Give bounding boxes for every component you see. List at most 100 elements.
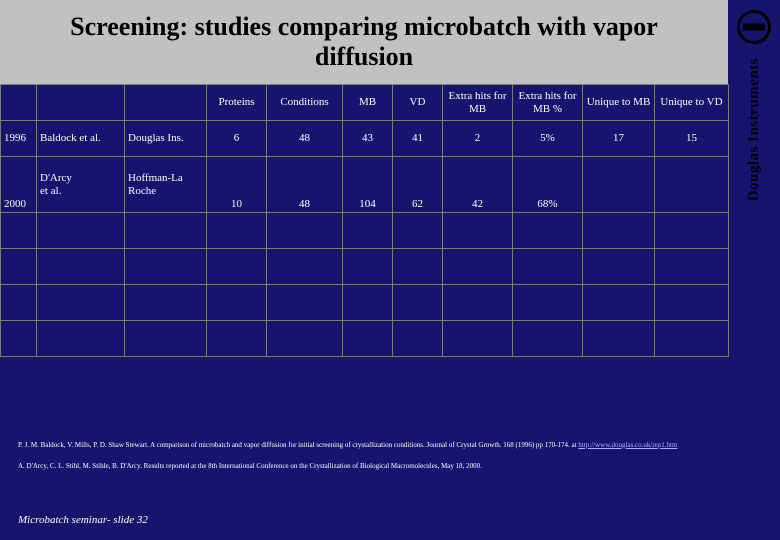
cell-year: 1996 — [1, 121, 37, 157]
reference-1-text: P. J. M. Baldock, V. Mills, P. D. Shaw S… — [18, 441, 578, 449]
table-row: 1996Baldock et al.Douglas Ins.648434125%… — [1, 121, 729, 157]
col-unique-mb: Unique to MB — [583, 85, 655, 121]
empty-cell — [1, 249, 37, 285]
slide-root: Screening: studies comparing microbatch … — [0, 0, 780, 540]
empty-cell — [125, 249, 207, 285]
col-authors-blank — [37, 85, 125, 121]
empty-cell — [37, 285, 125, 321]
table-row: 2000D'Arcyet al.Hoffman-LaRoche104810462… — [1, 157, 729, 213]
empty-cell — [393, 213, 443, 249]
cell-authors: Baldock et al. — [37, 121, 125, 157]
col-conditions: Conditions — [267, 85, 343, 121]
empty-cell — [207, 321, 267, 357]
slide-title: Screening: studies comparing microbatch … — [20, 12, 708, 72]
cell-mb: 104 — [343, 157, 393, 213]
empty-cell — [443, 213, 513, 249]
empty-cell — [443, 249, 513, 285]
cell-extra-mb-pct: 5% — [513, 121, 583, 157]
empty-cell — [37, 213, 125, 249]
empty-cell — [513, 213, 583, 249]
empty-cell — [513, 285, 583, 321]
cell-unique-mb: 17 — [583, 121, 655, 157]
empty-cell — [207, 249, 267, 285]
reference-2: A. D'Arcy, C. L. Stihl, M. Stihle, B. D'… — [18, 461, 718, 472]
empty-cell — [37, 249, 125, 285]
brand-logo-icon — [737, 10, 771, 44]
empty-cell — [655, 249, 729, 285]
empty-cell — [443, 321, 513, 357]
cell-unique-vd: 15 — [655, 121, 729, 157]
empty-cell — [125, 321, 207, 357]
col-mb: MB — [343, 85, 393, 121]
cell-authors: D'Arcyet al. — [37, 157, 125, 213]
empty-cell — [267, 249, 343, 285]
cell-year: 2000 — [1, 157, 37, 213]
cell-extra-mb-pct: 68% — [513, 157, 583, 213]
empty-cell — [125, 285, 207, 321]
table-row-empty — [1, 249, 729, 285]
col-extra-mb-pct: Extra hits for MB % — [513, 85, 583, 121]
table-row-empty — [1, 285, 729, 321]
comparison-table: Proteins Conditions MB VD Extra hits for… — [0, 84, 729, 357]
cell-inst: Hoffman-LaRoche — [125, 157, 207, 213]
col-proteins: Proteins — [207, 85, 267, 121]
empty-cell — [513, 321, 583, 357]
empty-cell — [655, 213, 729, 249]
empty-cell — [583, 321, 655, 357]
cell-vd: 62 — [393, 157, 443, 213]
empty-cell — [343, 285, 393, 321]
cell-unique-mb — [583, 157, 655, 213]
empty-cell — [343, 249, 393, 285]
empty-cell — [655, 285, 729, 321]
references-block: P. J. M. Baldock, V. Mills, P. D. Shaw S… — [18, 440, 718, 482]
cell-extra-mb: 42 — [443, 157, 513, 213]
empty-cell — [125, 213, 207, 249]
table-row-empty — [1, 213, 729, 249]
empty-cell — [443, 285, 513, 321]
empty-cell — [1, 213, 37, 249]
cell-extra-mb: 2 — [443, 121, 513, 157]
reference-1-link[interactable]: http://www.douglas.co.uk/rep1.htm — [578, 441, 677, 449]
header-row: Proteins Conditions MB VD Extra hits for… — [1, 85, 729, 121]
table-row-empty — [1, 321, 729, 357]
empty-cell — [207, 213, 267, 249]
empty-cell — [267, 285, 343, 321]
empty-cell — [655, 321, 729, 357]
empty-cell — [37, 321, 125, 357]
col-inst-blank — [125, 85, 207, 121]
empty-cell — [583, 285, 655, 321]
table-body: 1996Baldock et al.Douglas Ins.648434125%… — [1, 121, 729, 357]
comparison-table-wrap: Proteins Conditions MB VD Extra hits for… — [0, 84, 728, 357]
empty-cell — [1, 285, 37, 321]
table-head: Proteins Conditions MB VD Extra hits for… — [1, 85, 729, 121]
brand-side-text: Douglas Instruments — [746, 58, 763, 201]
cell-conditions: 48 — [267, 121, 343, 157]
reference-1: P. J. M. Baldock, V. Mills, P. D. Shaw S… — [18, 440, 718, 451]
empty-cell — [1, 321, 37, 357]
cell-unique-vd — [655, 157, 729, 213]
cell-conditions: 48 — [267, 157, 343, 213]
col-unique-vd: Unique to VD — [655, 85, 729, 121]
cell-proteins: 10 — [207, 157, 267, 213]
footer-note: Microbatch seminar- slide 32 — [18, 514, 148, 526]
empty-cell — [583, 249, 655, 285]
cell-inst: Douglas Ins. — [125, 121, 207, 157]
col-vd: VD — [393, 85, 443, 121]
empty-cell — [343, 213, 393, 249]
empty-cell — [267, 321, 343, 357]
col-extra-mb: Extra hits for MB — [443, 85, 513, 121]
empty-cell — [393, 249, 443, 285]
empty-cell — [343, 321, 393, 357]
brand-side-label: Douglas Instruments — [728, 0, 780, 540]
col-year-blank — [1, 85, 37, 121]
empty-cell — [583, 213, 655, 249]
cell-proteins: 6 — [207, 121, 267, 157]
empty-cell — [393, 321, 443, 357]
empty-cell — [267, 213, 343, 249]
empty-cell — [513, 249, 583, 285]
title-bar: Screening: studies comparing microbatch … — [0, 0, 728, 84]
empty-cell — [207, 285, 267, 321]
cell-vd: 41 — [393, 121, 443, 157]
empty-cell — [393, 285, 443, 321]
cell-mb: 43 — [343, 121, 393, 157]
